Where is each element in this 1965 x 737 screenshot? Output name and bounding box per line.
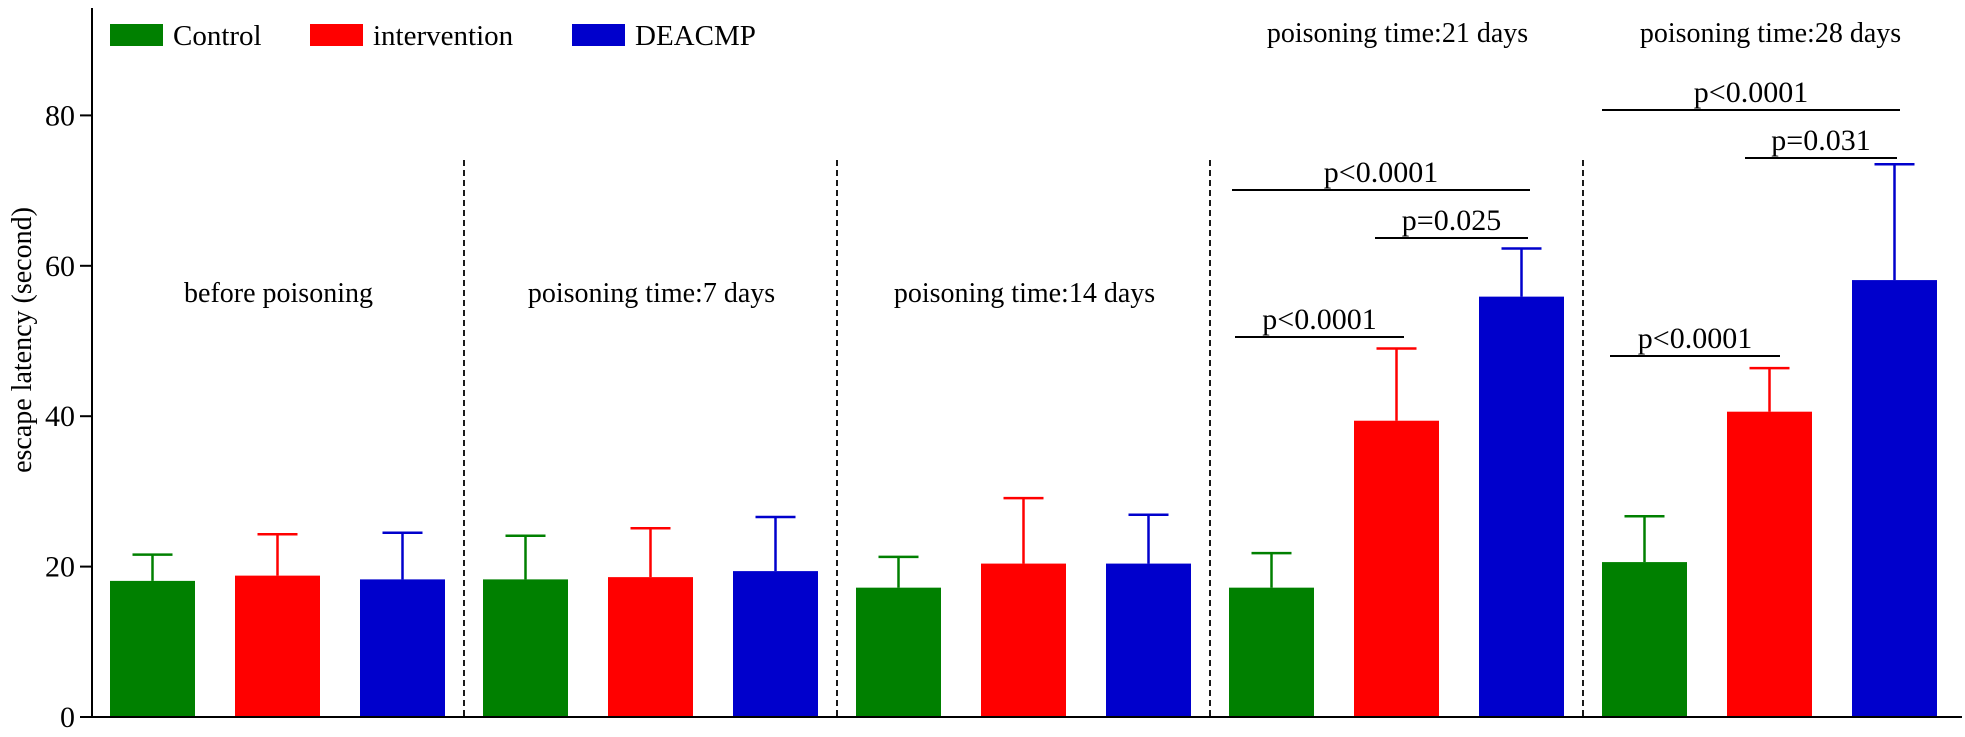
p-value-label: p=0.031 — [1771, 124, 1870, 157]
group-label: poisoning time:7 days — [528, 278, 775, 309]
bar-control — [856, 587, 941, 717]
p-value-label: p<0.0001 — [1324, 156, 1438, 189]
legend-label: DEACMP — [635, 20, 756, 52]
p-value-label: p<0.0001 — [1694, 76, 1808, 109]
legend-label: Control — [173, 20, 262, 52]
bar-control — [1602, 562, 1687, 717]
bar-deacmp — [1106, 563, 1191, 717]
significance-annotations: p<0.0001 p=0.025 p<0.0001 p<0.0001 p=0.031 p<… — [1232, 76, 1900, 357]
bars — [110, 280, 1937, 717]
group-dividers — [463, 160, 1584, 717]
group-label: poisoning time:14 days — [894, 278, 1155, 309]
p-value-label: p<0.0001 — [1638, 322, 1752, 355]
y-tick-label: 40 — [45, 400, 75, 433]
legend-swatch — [110, 24, 163, 46]
legend: Control intervention DEACMP — [110, 20, 756, 52]
legend-label: intervention — [373, 20, 514, 52]
y-ticks: 0 20 40 60 80 — [45, 99, 92, 734]
y-tick-label: 20 — [45, 551, 75, 584]
bar-intervention — [1354, 420, 1439, 717]
bar-intervention — [608, 577, 693, 717]
group-labels: before poisoning poisoning time:7 days poi… — [184, 18, 1901, 309]
bar-deacmp — [360, 579, 445, 717]
y-axis-label: escape latency (second) — [7, 207, 38, 473]
bar-control — [110, 580, 195, 717]
group-label: before poisoning — [184, 278, 373, 309]
group-label: poisoning time:21 days — [1267, 18, 1528, 49]
legend-swatch — [572, 24, 625, 46]
legend-swatch — [310, 24, 363, 46]
bar-intervention — [1727, 411, 1812, 717]
bar-deacmp — [1852, 280, 1937, 717]
y-tick-label: 80 — [45, 99, 75, 132]
axes — [91, 8, 1962, 718]
bar-control — [1229, 587, 1314, 717]
y-tick-label: 0 — [60, 701, 75, 734]
group-label: poisoning time:28 days — [1640, 18, 1901, 49]
bar-control — [483, 579, 568, 717]
y-tick-label: 60 — [45, 250, 75, 283]
bar-intervention — [235, 575, 320, 717]
p-value-label: p<0.0001 — [1262, 303, 1376, 336]
bar-deacmp — [1479, 296, 1564, 717]
p-value-label: p=0.025 — [1402, 204, 1501, 237]
bar-deacmp — [733, 571, 818, 717]
error-bars — [132, 163, 1915, 588]
bar-intervention — [981, 563, 1066, 717]
